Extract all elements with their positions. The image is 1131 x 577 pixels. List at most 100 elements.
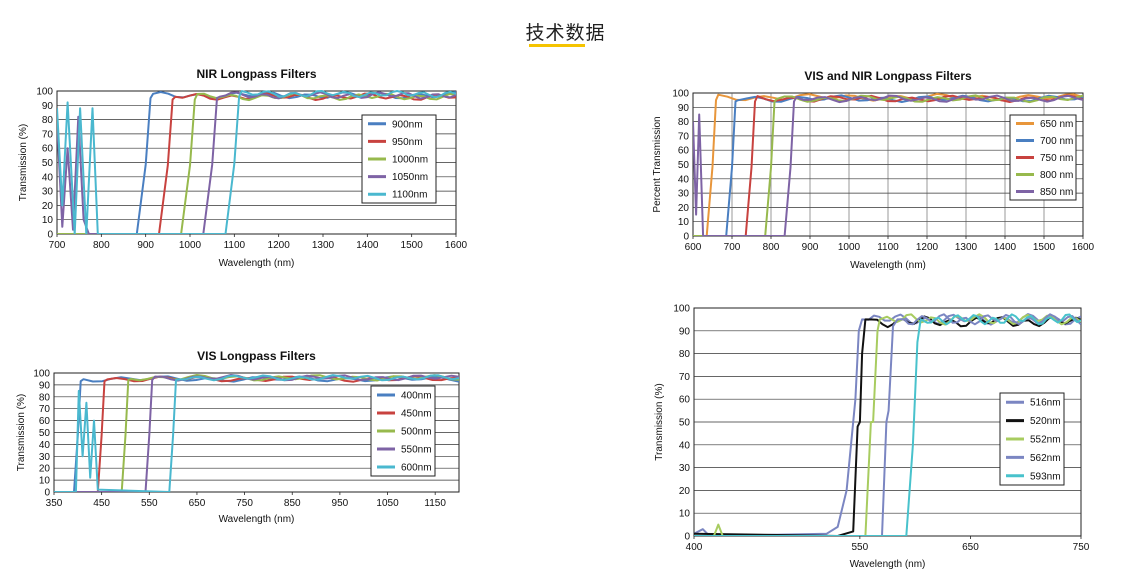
y-tick-label: 20 [678,203,690,214]
x-tick-label: 650 [962,542,979,553]
legend-label: 520nm [1030,416,1061,427]
x-tick-label: 400 [686,542,703,553]
x-tick-label: 1150 [424,498,446,509]
legend-label: 600nm [401,463,432,474]
y-tick-label: 40 [42,172,54,183]
x-tick-label: 550 [852,542,869,553]
y-tick-label: 40 [678,174,690,185]
y-tick-label: 0 [684,532,690,543]
series-line [694,313,1081,536]
legend-label: 450nm [401,409,432,420]
x-tick-label: 900 [137,240,154,251]
x-tick-label: 600 [685,242,702,253]
y-tick-label: 40 [679,440,691,451]
y-tick-label: 10 [679,509,691,520]
y-tick-label: 50 [679,418,691,429]
x-axis-label: Wavelength (nm) [850,559,926,570]
y-axis-label: Transmission (%) [16,394,27,471]
legend-label: 650 nm [1040,119,1073,130]
legend-label: 800 nm [1040,170,1073,181]
x-tick-label: 700 [49,240,66,251]
series-line [57,90,456,234]
x-tick-label: 900 [802,242,819,253]
y-tick-label: 0 [47,230,53,241]
y-tick-label: 80 [678,117,690,128]
y-tick-label: 10 [678,217,690,228]
y-tick-label: 10 [39,476,51,487]
x-axis-label: Wavelength (nm) [850,260,926,271]
x-tick-label: 950 [332,498,349,509]
y-tick-label: 20 [42,201,54,212]
y-tick-label: 70 [42,129,54,140]
x-tick-label: 1300 [312,240,335,251]
y-tick-label: 100 [36,87,53,98]
y-tick-label: 100 [33,369,50,380]
y-tick-label: 30 [39,452,51,463]
series-line [694,315,1081,536]
legend-label: 562nm [1030,453,1061,464]
x-tick-label: 350 [46,498,63,509]
y-tick-label: 30 [42,187,54,198]
x-axis-label: Wavelength (nm) [219,258,295,269]
y-tick-label: 70 [678,131,690,142]
y-tick-label: 50 [42,158,54,169]
x-tick-label: 1100 [224,240,246,251]
title-underline [529,44,585,47]
y-tick-label: 60 [39,416,51,427]
y-tick-label: 20 [679,486,691,497]
page-title: 技术数据 [525,22,606,44]
legend-label: 850 nm [1040,187,1073,198]
legend-label: 750 nm [1040,153,1073,164]
y-tick-label: 70 [679,372,691,383]
y-tick-label: 60 [679,395,691,406]
y-tick-label: 60 [678,146,690,157]
y-tick-label: 80 [42,115,54,126]
x-tick-label: 1400 [994,242,1017,253]
legend-label: 700 nm [1040,136,1073,147]
x-tick-label: 1600 [1072,242,1095,253]
legend-label: 516nm [1030,398,1061,409]
y-tick-label: 0 [683,232,689,243]
x-tick-label: 1500 [1033,242,1056,253]
legend-label: 552nm [1030,435,1061,446]
x-tick-label: 1500 [401,240,424,251]
x-tick-label: 850 [284,498,301,509]
y-tick-label: 40 [39,440,51,451]
series-line [54,374,459,492]
x-tick-label: 550 [141,498,158,509]
y-tick-label: 100 [673,304,690,315]
x-tick-label: 650 [189,498,206,509]
chart-title: VIS and NIR Longpass Filters [804,69,972,83]
x-tick-label: 700 [724,242,741,253]
legend-label: 550nm [401,445,432,456]
y-tick-label: 50 [39,428,51,439]
x-tick-label: 1200 [916,242,939,253]
y-axis-label: Percent Transmission [652,116,663,212]
y-tick-label: 60 [42,144,54,155]
y-axis-label: Transmission (%) [654,383,665,460]
y-tick-label: 90 [678,103,690,114]
chart-title: NIR Longpass Filters [196,67,316,81]
chart-visnir: VIS and NIR Longpass Filters 0 10 20 30 40 50 6… [652,69,1095,271]
y-tick-label: 30 [678,189,690,200]
x-axis-label: Wavelength (nm) [219,514,295,525]
chart-nir: NIR Longpass Filters 0 10 20 30 40 50 60 70 80 90 1… [18,67,468,269]
x-tick-label: 1050 [376,498,399,509]
x-tick-label: 800 [93,240,110,251]
y-tick-label: 100 [672,89,689,100]
chart-vis2: 0 10 20 30 40 50 60 70 80 90 100 400 550 650 750 Wavele… [654,304,1090,571]
legend-label: 1100nm [392,190,427,201]
x-tick-label: 1400 [356,240,379,251]
legend-label: 1000nm [392,155,428,166]
y-tick-label: 10 [42,215,54,226]
chart-title: VIS Longpass Filters [197,349,316,363]
series-line [694,313,1081,536]
x-tick-label: 1200 [268,240,291,251]
y-tick-label: 50 [678,160,690,171]
chart-vis: VIS Longpass Filters01020304050607080901… [16,349,460,525]
y-tick-label: 0 [44,488,50,499]
y-tick-label: 80 [679,349,691,360]
page-header: 技术数据 [0,18,1131,45]
y-tick-label: 20 [39,464,51,475]
y-tick-label: 80 [39,392,51,403]
